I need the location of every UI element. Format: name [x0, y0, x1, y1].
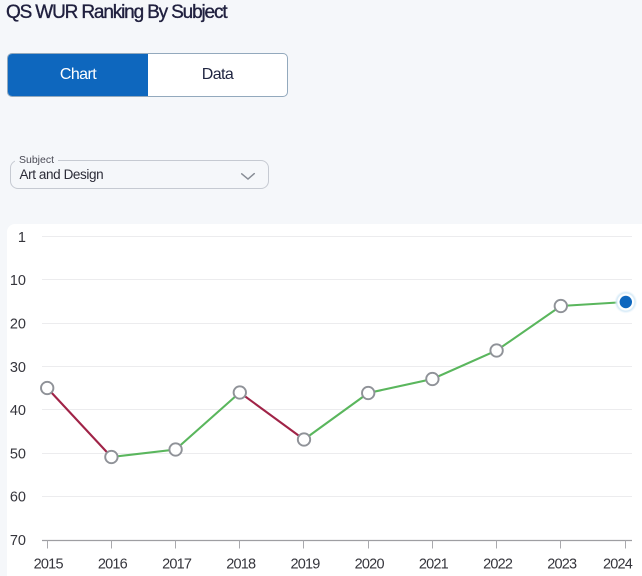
svg-text:2021: 2021 — [419, 557, 449, 573]
svg-text:60: 60 — [10, 490, 26, 506]
svg-text:2018: 2018 — [226, 557, 256, 573]
svg-text:10: 10 — [10, 273, 26, 289]
svg-text:40: 40 — [10, 403, 26, 419]
svg-text:2024: 2024 — [603, 557, 633, 573]
svg-text:20: 20 — [10, 317, 26, 333]
svg-text:2017: 2017 — [162, 557, 192, 573]
svg-text:30: 30 — [10, 360, 26, 376]
svg-text:2022: 2022 — [483, 557, 513, 573]
svg-text:70: 70 — [10, 533, 26, 549]
svg-text:2015: 2015 — [34, 557, 64, 573]
svg-text:2020: 2020 — [355, 557, 385, 573]
svg-text:1: 1 — [18, 230, 26, 246]
svg-text:2016: 2016 — [98, 557, 128, 573]
svg-text:2023: 2023 — [547, 557, 577, 573]
svg-text:2019: 2019 — [290, 557, 320, 573]
svg-text:50: 50 — [10, 446, 26, 462]
